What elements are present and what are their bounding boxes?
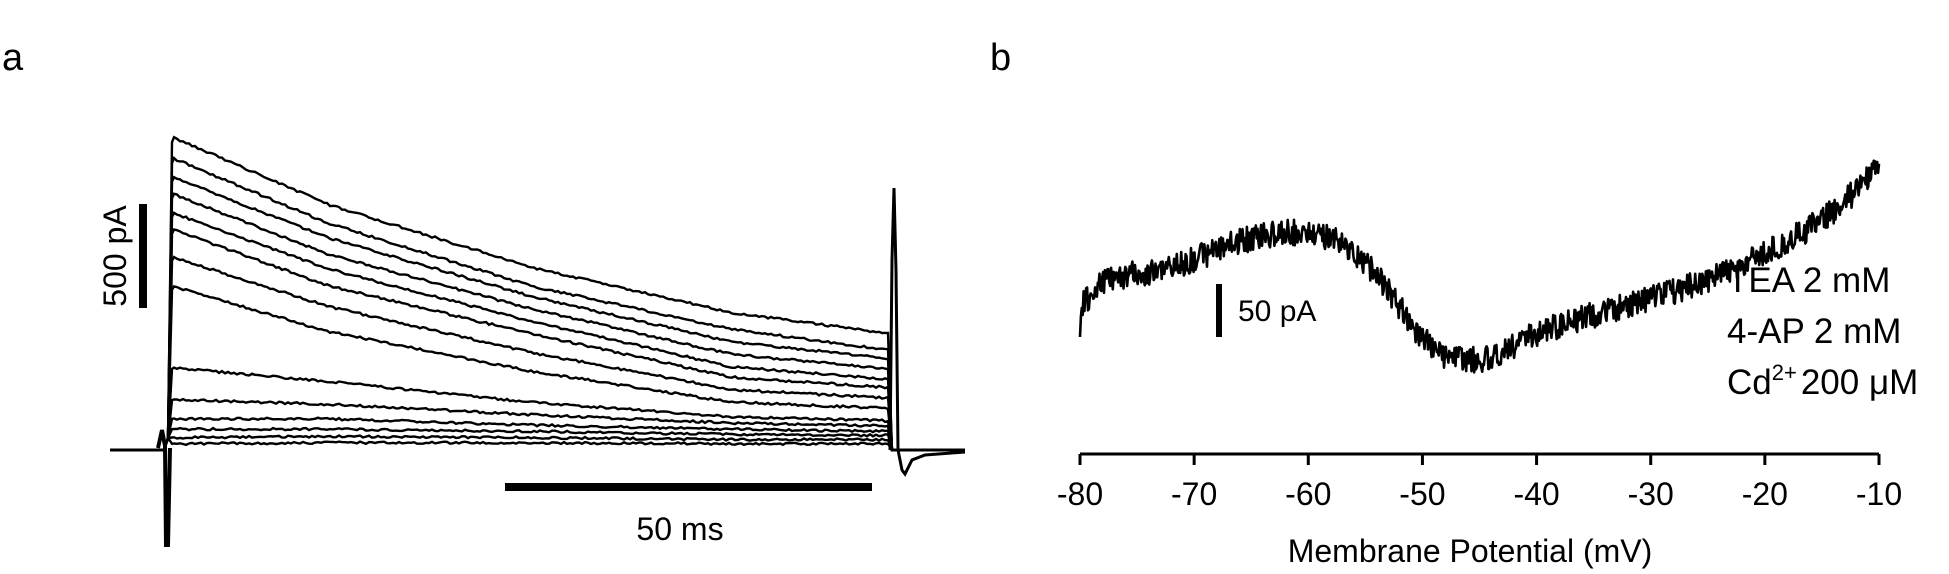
x-axis-label-b: Membrane Potential (mV) <box>1288 533 1653 569</box>
current-trace-13 <box>110 434 965 452</box>
current-trace-7 <box>110 255 965 452</box>
x-tick-label: -60 <box>1285 476 1331 512</box>
current-trace-6 <box>110 228 965 452</box>
x-tick-label: -70 <box>1171 476 1217 512</box>
current-trace-14 <box>110 435 965 452</box>
traces-a <box>110 135 965 452</box>
panel-b: -80 -70 -60 -50 -40 -30 -20 -10 Membrane Potent… <box>1057 159 1918 569</box>
onset-artifact <box>156 429 172 547</box>
x-tick-label: -50 <box>1399 476 1445 512</box>
scale-label-50ms: 50 ms <box>636 511 723 547</box>
current-trace-5 <box>110 211 965 452</box>
annotation-tea: TEA 2 mM <box>1727 261 1890 300</box>
iv-trace <box>1078 159 1881 374</box>
x-tick-label: -80 <box>1057 476 1103 512</box>
x-tick-label: -10 <box>1856 476 1902 512</box>
x-ticks-b: -80 -70 -60 -50 -40 -30 -20 -10 <box>1057 454 1902 512</box>
current-trace-12 <box>110 426 965 452</box>
panel-label-b: b <box>990 37 1011 79</box>
panel-label-a: a <box>2 37 24 79</box>
panel-a: 500 pA 50 ms <box>97 135 966 547</box>
trace-b <box>1078 159 1881 374</box>
annotation-cd: Cd2+ 200 μM <box>1727 360 1918 402</box>
current-trace-3 <box>110 175 965 452</box>
current-trace-11 <box>110 416 965 452</box>
cd-concentration: 200 μM <box>1801 363 1918 402</box>
offset-artifact <box>888 187 966 477</box>
x-tick-label: -20 <box>1742 476 1788 512</box>
x-tick-label: -30 <box>1628 476 1674 512</box>
current-trace-4 <box>110 192 965 452</box>
current-trace-9 <box>110 366 965 452</box>
current-trace-1 <box>110 135 965 452</box>
cd-superscript: 2+ <box>1772 360 1797 385</box>
scale-label-50pa: 50 pA <box>1238 295 1316 328</box>
cd-symbol: Cd <box>1727 363 1772 402</box>
x-tick-label: -40 <box>1513 476 1559 512</box>
current-trace-2 <box>110 156 965 452</box>
scale-label-500pa: 500 pA <box>97 205 133 307</box>
current-trace-10 <box>110 397 965 452</box>
annotation-4ap: 4-AP 2 mM <box>1727 312 1901 351</box>
current-trace-8 <box>110 285 965 452</box>
